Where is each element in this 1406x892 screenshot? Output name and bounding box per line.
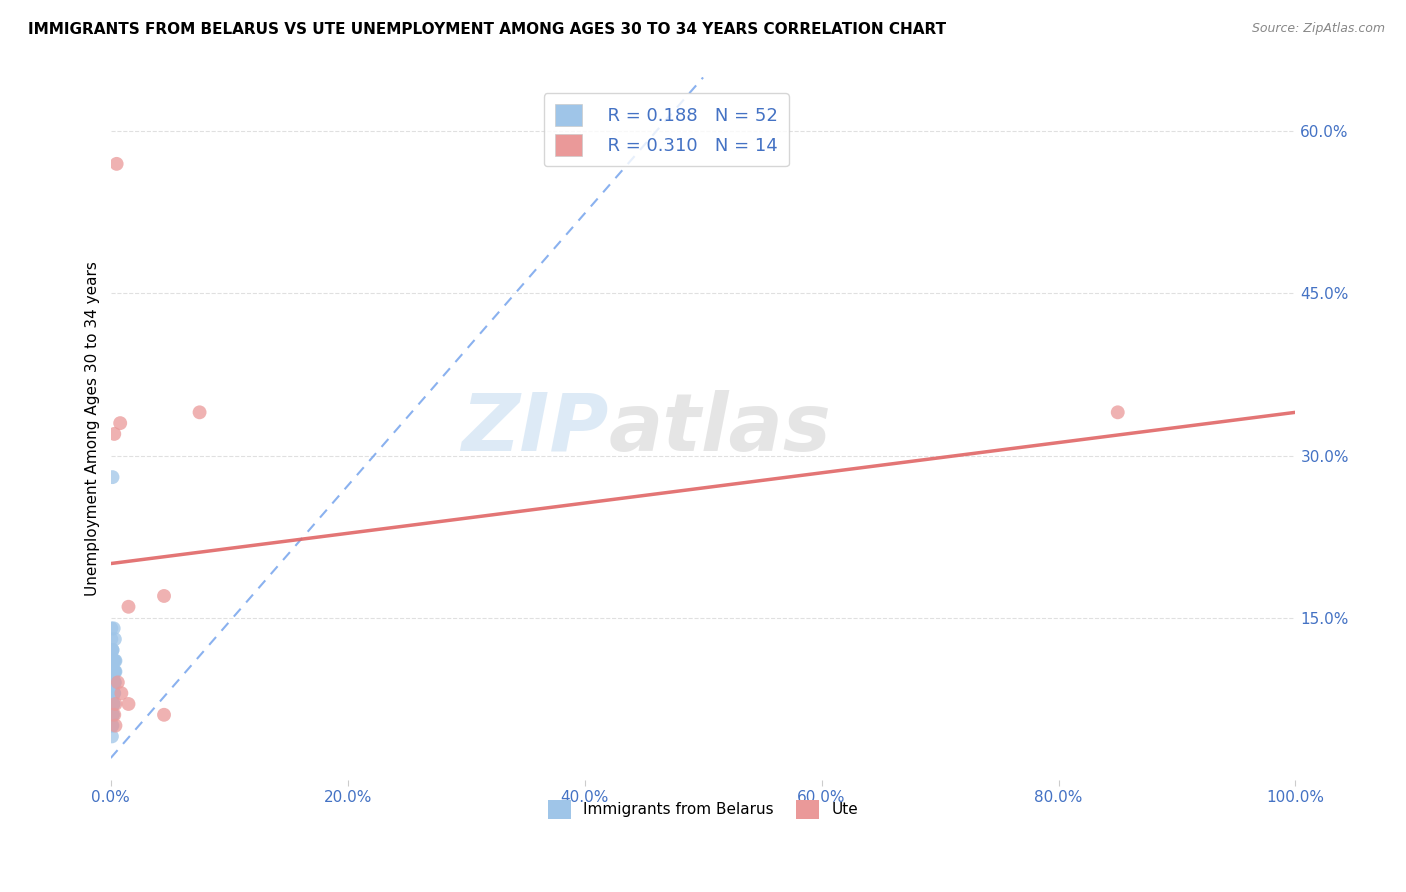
Text: IMMIGRANTS FROM BELARUS VS UTE UNEMPLOYMENT AMONG AGES 30 TO 34 YEARS CORRELATIO: IMMIGRANTS FROM BELARUS VS UTE UNEMPLOYM…: [28, 22, 946, 37]
Point: [101, 707, 124, 722]
Point: [1107, 405, 1129, 419]
Point: [101, 470, 124, 484]
Point: [104, 665, 127, 679]
Point: [103, 665, 125, 679]
Point: [101, 686, 124, 700]
Legend: Immigrants from Belarus, Ute: Immigrants from Belarus, Ute: [541, 794, 865, 824]
Point: [103, 426, 125, 441]
Point: [104, 632, 127, 647]
Point: [107, 675, 129, 690]
Point: [101, 697, 124, 711]
Point: [188, 405, 211, 419]
Point: [101, 718, 124, 732]
Point: [103, 707, 125, 722]
Text: atlas: atlas: [609, 390, 831, 467]
Point: [103, 686, 125, 700]
Point: [103, 686, 125, 700]
Point: [103, 675, 125, 690]
Point: [108, 416, 131, 430]
Point: [101, 730, 124, 744]
Point: [101, 697, 124, 711]
Point: [101, 697, 124, 711]
Point: [101, 707, 124, 722]
Point: [103, 675, 125, 690]
Point: [101, 643, 124, 657]
Point: [101, 707, 124, 722]
Point: [100, 697, 122, 711]
Point: [101, 686, 124, 700]
Point: [101, 707, 124, 722]
Point: [103, 621, 125, 635]
Point: [110, 686, 132, 700]
Point: [103, 654, 125, 668]
Point: [153, 589, 176, 603]
Point: [104, 665, 127, 679]
Point: [103, 686, 125, 700]
Point: [103, 675, 125, 690]
Point: [117, 697, 139, 711]
Point: [101, 686, 124, 700]
Point: [104, 654, 127, 668]
Point: [104, 697, 127, 711]
Point: [100, 707, 122, 722]
Point: [100, 632, 122, 647]
Text: Source: ZipAtlas.com: Source: ZipAtlas.com: [1251, 22, 1385, 36]
Point: [101, 718, 124, 732]
Point: [100, 621, 122, 635]
Point: [103, 686, 125, 700]
Point: [103, 675, 125, 690]
Point: [103, 697, 125, 711]
Point: [101, 675, 124, 690]
Point: [101, 665, 124, 679]
Point: [101, 654, 124, 668]
Point: [117, 599, 139, 614]
Point: [101, 643, 124, 657]
Point: [104, 718, 127, 732]
Point: [104, 675, 127, 690]
Point: [105, 157, 128, 171]
Point: [101, 697, 124, 711]
Point: [103, 654, 125, 668]
Text: ZIP: ZIP: [461, 390, 609, 467]
Point: [101, 707, 124, 722]
Point: [101, 675, 124, 690]
Point: [153, 707, 176, 722]
Point: [101, 654, 124, 668]
Y-axis label: Unemployment Among Ages 30 to 34 years: Unemployment Among Ages 30 to 34 years: [86, 261, 100, 596]
Point: [101, 707, 124, 722]
Point: [101, 665, 124, 679]
Point: [101, 643, 124, 657]
Point: [104, 654, 127, 668]
Point: [101, 697, 124, 711]
Point: [103, 665, 125, 679]
Point: [101, 697, 124, 711]
